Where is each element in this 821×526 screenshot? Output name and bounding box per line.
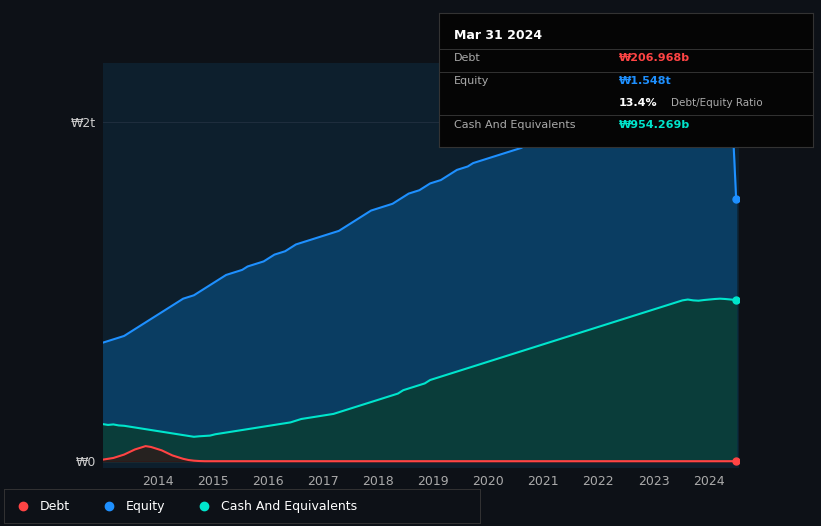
Text: Equity: Equity — [126, 500, 165, 513]
Text: Debt: Debt — [454, 54, 481, 64]
Text: ₩1.548t: ₩1.548t — [618, 76, 672, 86]
Text: ₩206.968b: ₩206.968b — [618, 54, 690, 64]
Text: Debt: Debt — [39, 500, 70, 513]
Text: Cash And Equivalents: Cash And Equivalents — [454, 120, 576, 130]
Text: Debt/Equity Ratio: Debt/Equity Ratio — [671, 98, 763, 108]
Text: ₩954.269b: ₩954.269b — [618, 120, 690, 130]
Text: Cash And Equivalents: Cash And Equivalents — [221, 500, 357, 513]
Text: Mar 31 2024: Mar 31 2024 — [454, 29, 543, 42]
Text: 13.4%: 13.4% — [618, 98, 657, 108]
Text: Equity: Equity — [454, 76, 489, 86]
